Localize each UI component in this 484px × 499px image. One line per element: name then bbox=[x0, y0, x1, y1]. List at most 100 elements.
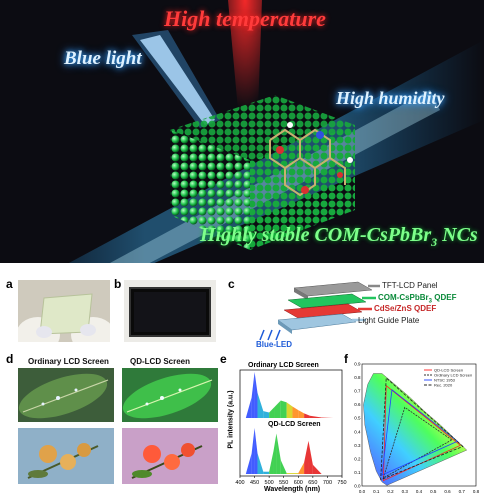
spectra-segment bbox=[254, 372, 258, 418]
spectra-segment bbox=[263, 411, 270, 418]
pl-spectra-chart: 400 450 500 550 600 650 700 750 Ordinary LCD Sc… bbox=[224, 360, 348, 498]
cie-xtick-label: 0.1 bbox=[373, 489, 380, 494]
spectra-segment bbox=[292, 406, 299, 418]
hero-illustration: High temperature Blue light High humidit… bbox=[0, 0, 484, 263]
cie-ytick-label: 0.6 bbox=[354, 402, 361, 407]
spectra-xtick-label: 600 bbox=[294, 480, 303, 486]
spectra-segment bbox=[263, 471, 270, 474]
cie-xtick-label: 0.2 bbox=[387, 489, 394, 494]
spectra-segment bbox=[257, 453, 264, 474]
cie-ytick-label: 0.7 bbox=[354, 389, 361, 394]
spectra-xtick-label: 650 bbox=[308, 480, 317, 486]
stable-nc-suffix: NCs bbox=[437, 224, 478, 246]
layer-com-label: COM-CsPbBr3 QDEF bbox=[378, 293, 456, 305]
cie-legend-label: Ordinary LCD Screen bbox=[434, 373, 472, 378]
cie-ytick-label: 0.0 bbox=[354, 484, 361, 489]
panel-label-c: c bbox=[228, 277, 235, 291]
spectra-xtick-label: 500 bbox=[265, 480, 274, 486]
spectra-segment bbox=[280, 460, 287, 474]
panel-label-b: b bbox=[114, 277, 122, 291]
stable-nc-label: Highly stable COM-CsPbBr3 NCs bbox=[200, 224, 478, 250]
spectra-segment bbox=[276, 433, 281, 474]
layer-cdse-label: CdSe/ZnS QDEF bbox=[374, 304, 437, 313]
qd-leaf-photo bbox=[122, 368, 218, 422]
stable-nc-prefix: Highly stable COM-CsPbBr bbox=[200, 224, 432, 246]
cie-legend-label: QD-LCD Screen bbox=[434, 368, 463, 373]
spectra-segment bbox=[298, 410, 305, 418]
cie-xtick-label: 0.5 bbox=[430, 489, 437, 494]
spectra-segment bbox=[312, 464, 322, 474]
spectra-segment bbox=[309, 415, 322, 418]
panel-label-d: d bbox=[6, 352, 14, 366]
cie-legend-label: NTSC 1953 bbox=[434, 378, 456, 383]
layer-com-sub: 3 bbox=[428, 298, 433, 305]
spectra-xtick-label: 400 bbox=[235, 480, 244, 486]
spectra-xtick-label: 550 bbox=[279, 480, 288, 486]
cie-gamut-triangle bbox=[380, 377, 464, 481]
cie-ytick-label: 0.9 bbox=[354, 362, 361, 367]
film-photo bbox=[18, 280, 110, 342]
spectra-xtick-label: 700 bbox=[323, 480, 332, 486]
stable-nc-subscript: 3 bbox=[431, 235, 438, 249]
cie-legend-label: Rec. 2020 bbox=[434, 383, 453, 388]
qd-lcd-caption: QD-LCD Screen bbox=[130, 357, 191, 366]
blue-light-beam bbox=[140, 35, 215, 125]
spectra-segment bbox=[286, 402, 293, 418]
spectra-bottom-label: QD-LCD Screen bbox=[268, 421, 321, 428]
spectra-ylabel: PL intensity (a.u.) bbox=[227, 390, 235, 449]
panel-label-a: a bbox=[6, 277, 13, 291]
layer-lgp-label: Light Guide Plate bbox=[358, 316, 420, 325]
high-temperature-label: High temperature bbox=[164, 6, 326, 31]
cie-xtick-label: 0.6 bbox=[444, 489, 451, 494]
spectra-segment bbox=[308, 440, 313, 474]
spectra-segment bbox=[251, 428, 255, 474]
ordinary-leaf-photo bbox=[18, 368, 114, 422]
layer-diagram: TFT-LCD Panel COM-CsPbBr3 QDEF CdSe/ZnS … bbox=[238, 278, 484, 350]
cie-ytick-label: 0.8 bbox=[354, 375, 361, 380]
spectra-segment bbox=[286, 473, 299, 474]
spectra-segment bbox=[274, 400, 281, 418]
spectra-xtick-label: 450 bbox=[250, 480, 259, 486]
cie-svg: 0.0 0.1 0.2 0.3 0.4 0.5 0.6 0.7 0.8 0.0 0.1 0.2 0.3 0… bbox=[354, 362, 479, 495]
spectra-segment bbox=[304, 413, 310, 418]
layer-tft-label: TFT-LCD Panel bbox=[382, 281, 438, 290]
cie-xtick-label: 0.0 bbox=[359, 489, 366, 494]
cie-ytick-label: 0.1 bbox=[354, 470, 361, 475]
spectra-frame bbox=[239, 369, 343, 477]
cie-ytick-label: 0.4 bbox=[354, 429, 361, 434]
layer-com-suffix: QDEF bbox=[432, 293, 457, 302]
spectra-segment bbox=[273, 433, 277, 474]
ordinary-lcd-caption: Ordinary LCD Screen bbox=[28, 357, 109, 366]
cie-xtick-label: 0.7 bbox=[459, 489, 466, 494]
cie-gamut-triangle bbox=[381, 388, 459, 476]
spectra-segment bbox=[304, 440, 309, 474]
cie-xtick-label: 0.3 bbox=[402, 489, 409, 494]
spectra-top-label: Ordinary LCD Screen bbox=[248, 362, 319, 369]
com-molecule bbox=[269, 122, 353, 197]
spectra-xtick-label: 750 bbox=[337, 480, 346, 486]
temperature-beam bbox=[228, 0, 262, 110]
panel-label-f: f bbox=[344, 352, 348, 366]
qd-flower-photo bbox=[122, 428, 218, 484]
spectra-segment bbox=[251, 372, 255, 418]
spectra-segment bbox=[245, 397, 252, 418]
cie-xtick-label: 0.4 bbox=[416, 489, 423, 494]
layer-com-prefix: COM-CsPbBr bbox=[378, 293, 429, 302]
monitor-photo bbox=[124, 280, 216, 342]
spectra-segment bbox=[245, 453, 252, 474]
panel-label-e: e bbox=[220, 352, 227, 366]
spectra-segment bbox=[254, 428, 258, 474]
spectra-segment bbox=[269, 451, 274, 474]
spectra-xlabel: Wavelength (nm) bbox=[264, 486, 321, 493]
hero-graphic bbox=[68, 0, 484, 263]
pl-spectra-svg: 400 450 500 550 600 650 700 750 bbox=[235, 369, 347, 486]
spectra-segment bbox=[257, 392, 264, 418]
cie-ytick-label: 0.5 bbox=[354, 416, 361, 421]
spectra-segment bbox=[280, 400, 287, 418]
blue-light-label: Blue light bbox=[64, 48, 142, 69]
cie-chart: 0.0 0.1 0.2 0.3 0.4 0.5 0.6 0.7 0.8 0.0 0.1 0.2 0.3 0… bbox=[350, 358, 482, 498]
cie-ytick-label: 0.3 bbox=[354, 443, 361, 448]
ordinary-flower-photo bbox=[18, 428, 114, 484]
spectra-segment bbox=[269, 406, 275, 418]
spectra-segment bbox=[298, 462, 305, 474]
